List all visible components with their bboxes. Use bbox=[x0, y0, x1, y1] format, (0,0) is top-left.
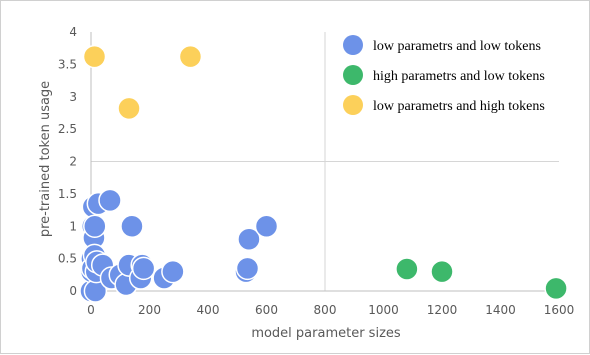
legend-label: low parametrs and low tokens bbox=[373, 39, 541, 54]
reference-lines bbox=[91, 32, 559, 291]
data-point bbox=[544, 276, 568, 301]
data-point bbox=[98, 188, 122, 213]
y-tick-label: 2.5 bbox=[58, 122, 77, 136]
y-tick-label: 0.5 bbox=[58, 252, 77, 266]
x-tick-label: 200 bbox=[138, 303, 161, 317]
legend-marker bbox=[343, 65, 363, 85]
data-point bbox=[83, 214, 107, 238]
data-point bbox=[117, 96, 141, 121]
data-point bbox=[254, 214, 279, 238]
legend-marker bbox=[343, 35, 363, 55]
y-axis-ticks: 0 0.5 1 1.5 2 2.5 3 3.5 4 bbox=[58, 25, 77, 298]
x-axis-title: model parameter sizes bbox=[251, 326, 401, 341]
legend-marker bbox=[343, 95, 363, 115]
x-tick-label: 400 bbox=[197, 303, 220, 317]
y-tick-label: 2 bbox=[69, 155, 77, 169]
data-point bbox=[395, 257, 419, 281]
data-points bbox=[79, 44, 568, 303]
y-tick-label: 3.5 bbox=[58, 57, 77, 71]
legend-label: high parametrs and low tokens bbox=[373, 69, 545, 84]
x-tick-label: 1000 bbox=[368, 303, 399, 317]
data-point bbox=[120, 214, 144, 238]
data-point bbox=[131, 256, 156, 281]
x-axis-ticks: 0 200 400 600 800 1000 1200 1400 1600 bbox=[87, 303, 574, 317]
x-tick-label: 800 bbox=[314, 303, 337, 317]
data-point bbox=[237, 227, 261, 251]
data-point bbox=[235, 256, 260, 281]
y-axis-title: pre-trained token usage bbox=[38, 81, 53, 237]
y-tick-label: 1 bbox=[69, 219, 77, 233]
x-tick-label: 1200 bbox=[427, 303, 458, 317]
y-tick-label: 0 bbox=[69, 284, 77, 298]
y-tick-label: 1.5 bbox=[58, 187, 77, 201]
data-point bbox=[178, 44, 203, 69]
x-tick-label: 0 bbox=[87, 303, 95, 317]
legend-label: low parametrs and high tokens bbox=[373, 99, 545, 114]
legend: low parametrs and low tokens high paramet… bbox=[343, 35, 545, 115]
y-tick-label: 3 bbox=[69, 90, 77, 104]
y-tick-label: 4 bbox=[69, 25, 77, 39]
data-point bbox=[430, 259, 454, 284]
x-tick-label: 600 bbox=[255, 303, 278, 317]
x-tick-label: 1400 bbox=[485, 303, 516, 317]
data-point bbox=[82, 44, 107, 69]
data-point bbox=[161, 259, 185, 284]
x-tick-label: 1600 bbox=[544, 303, 575, 317]
